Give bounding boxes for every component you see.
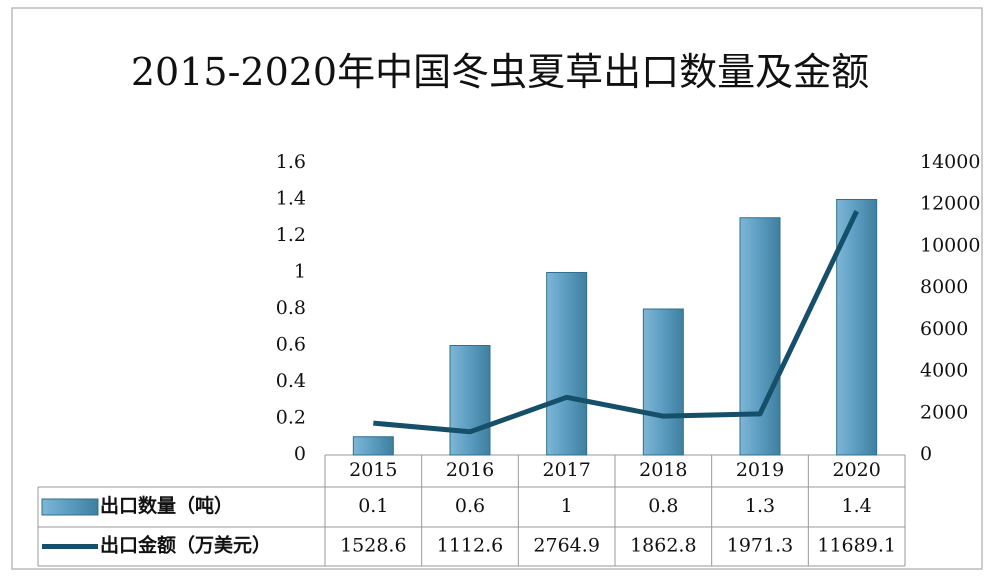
- x-tick-label: 2016: [446, 459, 494, 481]
- bar: [546, 272, 588, 456]
- table-cell: 0.6: [455, 495, 485, 517]
- y-tick-label: 0.2: [276, 407, 306, 429]
- y-tick-label: 1.6: [276, 151, 306, 173]
- table-cell: 1862.8: [630, 535, 696, 557]
- x-tick-label: 2019: [736, 459, 784, 481]
- x-tick-label: 2020: [832, 459, 880, 481]
- y2-tick-label: 4000: [920, 360, 968, 382]
- y-tick-label: 1.2: [276, 224, 306, 246]
- table-cell: 1971.3: [727, 535, 793, 557]
- table-cell: 0.1: [358, 495, 388, 517]
- y-tick-label: 0.6: [276, 334, 306, 356]
- table-cell: 1528.6: [340, 535, 406, 557]
- legend-swatch: [41, 498, 99, 516]
- chart-title: 2015-2020年中国冬虫夏草出口数量及金额: [130, 50, 870, 94]
- bar: [449, 345, 491, 456]
- x-tick-label: 2018: [639, 459, 687, 481]
- legend-label: 出口金额（万美元）: [100, 534, 271, 557]
- y2-tick-label: 12000: [920, 193, 980, 215]
- table-cell: 1112.6: [437, 535, 503, 557]
- table-cell: 1.4: [842, 495, 872, 517]
- line: [373, 210, 859, 435]
- y-tick-label: 0: [294, 443, 306, 465]
- bar: [642, 308, 684, 456]
- bar: [352, 436, 394, 456]
- y-tick-label: 0.8: [276, 297, 306, 319]
- y2-tick-label: 0: [920, 443, 932, 465]
- table-cell: 0.8: [648, 495, 678, 517]
- table-cell: 2764.9: [533, 535, 599, 557]
- y-tick-label: 1: [294, 261, 306, 283]
- y-tick-label: 1.4: [276, 188, 306, 210]
- y2-tick-label: 10000: [920, 234, 980, 256]
- y2-tick-label: 6000: [920, 318, 968, 340]
- y-tick-label: 0.4: [276, 370, 306, 392]
- y2-tick-label: 14000: [920, 151, 980, 173]
- table-cell: 1.3: [745, 495, 775, 517]
- chart-frame: [11, 7, 983, 570]
- legend-label: 出口数量（吨）: [100, 494, 233, 517]
- y2-tick-label: 8000: [920, 276, 968, 298]
- table-cell: 11689.1: [817, 535, 896, 557]
- table-cell: 1: [561, 495, 573, 517]
- y2-tick-label: 2000: [920, 401, 968, 423]
- bar: [739, 217, 781, 456]
- x-tick-label: 2015: [349, 459, 397, 481]
- x-tick-label: 2017: [542, 459, 590, 481]
